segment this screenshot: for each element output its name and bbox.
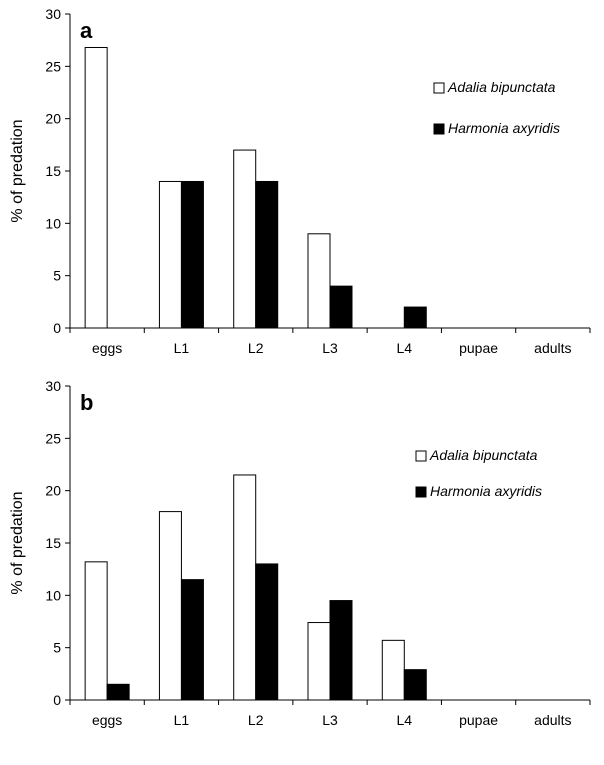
bar-harmonia xyxy=(180,579,204,701)
y-tick-label: 10 xyxy=(45,587,61,603)
bar-harmonia xyxy=(255,563,279,701)
y-tick-label: 5 xyxy=(53,268,61,284)
bar-adalia xyxy=(158,180,182,329)
bar-harmonia xyxy=(329,600,353,701)
y-tick-label: 30 xyxy=(45,378,61,394)
bar-adalia xyxy=(158,511,182,701)
y-tick-label: 0 xyxy=(53,692,61,708)
legend-label: Harmonia axyridis xyxy=(448,120,560,136)
y-tick-label: 10 xyxy=(45,215,61,231)
bar-adalia xyxy=(307,622,331,701)
bar-adalia xyxy=(84,46,108,329)
bar-adalia xyxy=(233,474,257,701)
legend-swatch xyxy=(415,450,427,462)
y-tick-label: 20 xyxy=(45,111,61,127)
bar-harmonia xyxy=(255,180,279,329)
legend-swatch xyxy=(433,82,445,94)
x-tick-label: eggs xyxy=(92,340,122,356)
x-tick-label: L2 xyxy=(248,340,264,356)
x-tick-label: eggs xyxy=(92,712,122,728)
legend-label: Adalia bipunctata xyxy=(447,79,556,95)
x-tick-label: L4 xyxy=(396,712,412,728)
bar-adalia xyxy=(84,561,108,701)
x-tick-label: L2 xyxy=(248,712,264,728)
y-tick-label: 30 xyxy=(45,6,61,22)
x-tick-label: adults xyxy=(534,712,571,728)
y-tick-label: 0 xyxy=(53,320,61,336)
x-tick-label: L1 xyxy=(174,712,190,728)
x-tick-label: pupae xyxy=(459,340,498,356)
panel-letter: a xyxy=(80,18,93,43)
chart-panel-a: 0 5 10 15 20 25 30 eggs L1 L2 L3 L4 pupae adults % of … xyxy=(9,6,591,356)
x-tick-label: L3 xyxy=(322,340,338,356)
x-tick-label: L4 xyxy=(396,340,412,356)
x-tick-label: pupae xyxy=(459,712,498,728)
bar-adalia xyxy=(233,149,257,329)
bar-harmonia xyxy=(403,669,427,701)
y-tick-label: 15 xyxy=(45,163,61,179)
y-tick-label: 25 xyxy=(45,58,61,74)
y-tick-label: 15 xyxy=(45,535,61,551)
panel-letter: b xyxy=(80,390,93,415)
bar-harmonia xyxy=(403,306,427,329)
legend-swatch xyxy=(415,486,427,498)
x-tick-label: L3 xyxy=(322,712,338,728)
x-tick-label: L1 xyxy=(174,340,190,356)
bar-harmonia xyxy=(329,285,353,329)
bar-harmonia xyxy=(106,683,130,701)
x-tick-label: adults xyxy=(534,340,571,356)
bar-adalia xyxy=(381,639,405,701)
bar-harmonia xyxy=(180,180,204,329)
legend-label: Adalia bipunctata xyxy=(429,447,538,463)
legend-swatch xyxy=(433,123,445,135)
y-tick-label: 25 xyxy=(45,430,61,446)
bar-adalia xyxy=(307,233,331,329)
legend-label: Harmonia axyridis xyxy=(430,483,542,499)
y-tick-label: 5 xyxy=(53,640,61,656)
chart-panel-b: 0 5 10 15 20 25 30 eggs L1 L2 L3 L4 pupae adults % of … xyxy=(9,378,591,728)
y-tick-label: 20 xyxy=(45,483,61,499)
y-axis-title: % of predation xyxy=(9,119,26,222)
y-axis-title: % of predation xyxy=(9,491,26,594)
